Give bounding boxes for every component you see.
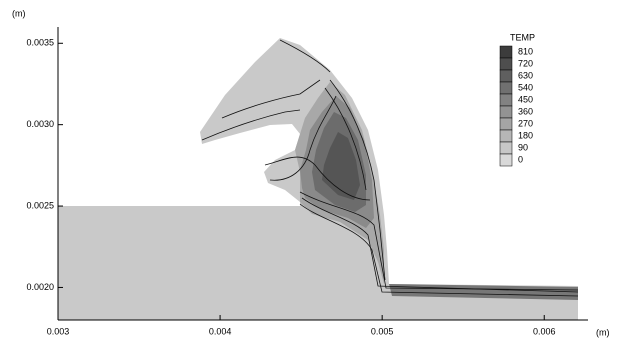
x-tick-label: 0.006: [533, 326, 556, 336]
y-unit: (m): [12, 8, 26, 18]
y-tick-label: 0.0025: [26, 200, 54, 210]
contour-line: [279, 39, 331, 73]
x-tick-label: 0.003: [47, 326, 70, 336]
contour-line: [324, 87, 367, 191]
field: [58, 38, 579, 320]
legend-swatch: [499, 141, 513, 155]
legend-label: 450: [518, 94, 533, 104]
legend-label: 180: [518, 130, 533, 140]
y-tick-label: 0.0035: [26, 38, 54, 48]
y-tick-label: 0.0020: [26, 282, 54, 292]
contour-line: [201, 79, 321, 141]
x-unit: (m): [596, 327, 610, 337]
legend-swatch: [499, 105, 513, 119]
legend-swatch: [499, 57, 513, 71]
legend-swatch: [499, 129, 513, 143]
x-tick-label: 0.004: [209, 326, 232, 336]
contour-lines: [201, 39, 579, 297]
legend-swatch: [499, 81, 513, 95]
legend-label: 360: [518, 106, 533, 116]
legend-label: 540: [518, 82, 533, 92]
contour-line: [299, 203, 579, 297]
legend-label: 270: [518, 118, 533, 128]
contour-line: [299, 191, 579, 291]
legend-label: 720: [518, 58, 533, 68]
legend-label: 810: [518, 46, 533, 56]
legend-label: 0: [518, 154, 523, 164]
legend-title: TEMP: [510, 32, 535, 42]
legend-label: 630: [518, 70, 533, 80]
y-tick-label: 0.0030: [26, 119, 54, 129]
legend-swatch: [499, 153, 513, 167]
legend-label: 90: [518, 142, 528, 152]
contour-line: [264, 156, 371, 201]
legend-swatch: [499, 93, 513, 107]
contour-line: [301, 197, 579, 293]
legend-swatch: [499, 69, 513, 83]
contour-line: [269, 95, 337, 181]
legend-swatch: [499, 45, 513, 59]
legend-swatch: [499, 117, 513, 131]
contour-line: [329, 79, 386, 281]
x-tick-label: 0.005: [371, 326, 394, 336]
